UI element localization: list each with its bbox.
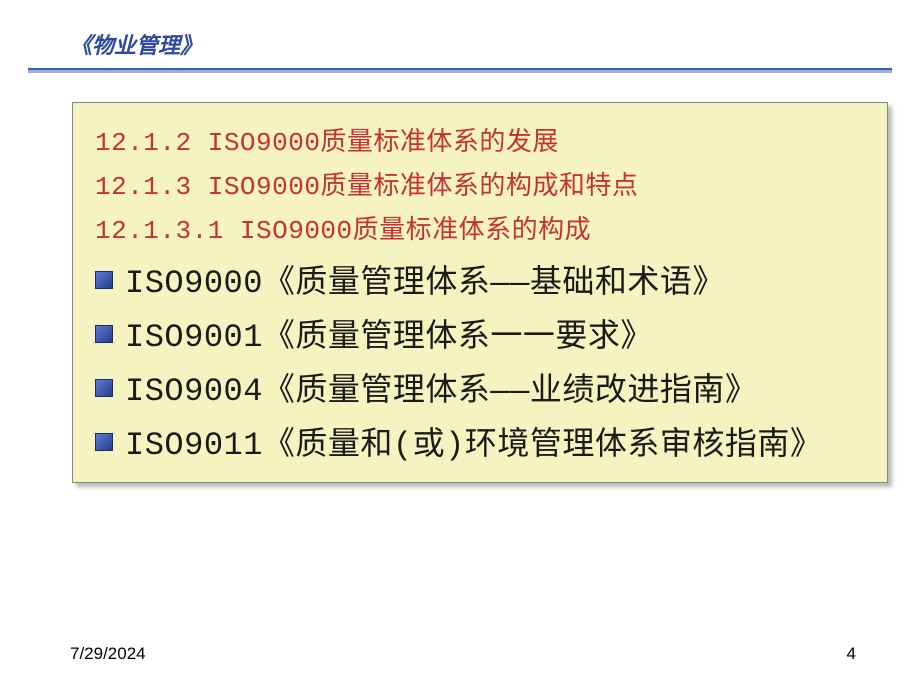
bullet-item: ISO9004《质量管理体系——业绩改进指南》 — [95, 368, 869, 416]
header-title: 《物业管理》 — [70, 33, 202, 58]
section-heading: 12.1.2 ISO9000质量标准体系的发展 — [95, 121, 869, 165]
header-divider — [28, 68, 892, 74]
slide-footer: 7/29/2024 4 — [0, 644, 920, 664]
footer-page-number: 4 — [847, 644, 856, 664]
square-bullet-icon — [95, 271, 113, 289]
bullet-item: ISO9011《质量和(或)环境管理体系审核指南》 — [95, 422, 869, 470]
slide-header: 《物业管理》 — [0, 0, 920, 68]
square-bullet-icon — [95, 325, 113, 343]
square-bullet-icon — [95, 379, 113, 397]
bullet-text: ISO9001《质量管理体系一一要求》 — [125, 314, 653, 362]
square-bullet-icon — [95, 433, 113, 451]
content-box: 12.1.2 ISO9000质量标准体系的发展 12.1.3 ISO9000质量… — [72, 102, 888, 483]
section-heading: 12.1.3 ISO9000质量标准体系的构成和特点 — [95, 165, 869, 209]
footer-date: 7/29/2024 — [70, 644, 146, 664]
bullet-text: ISO9000《质量管理体系——基础和术语》 — [125, 260, 725, 308]
section-heading: 12.1.3.1 ISO9000质量标准体系的构成 — [95, 209, 869, 253]
bullet-text: ISO9011《质量和(或)环境管理体系审核指南》 — [125, 422, 822, 470]
bullet-item: ISO9000《质量管理体系——基础和术语》 — [95, 260, 869, 308]
bullet-item: ISO9001《质量管理体系一一要求》 — [95, 314, 869, 362]
bullet-text: ISO9004《质量管理体系——业绩改进指南》 — [125, 368, 757, 416]
